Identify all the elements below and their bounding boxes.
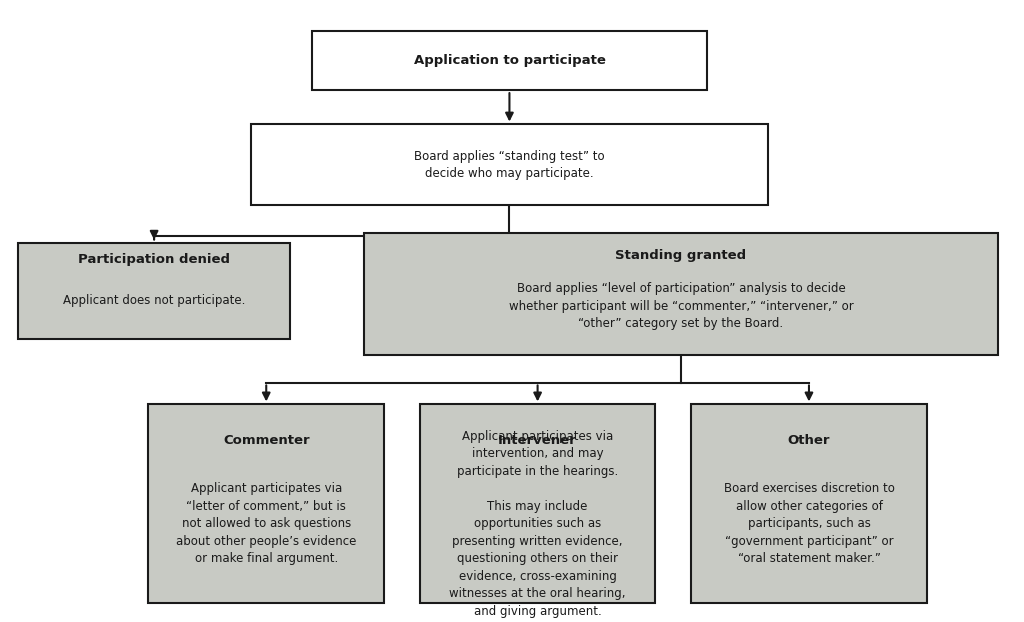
Text: Board applies “level of participation” analysis to decide
whether participant wi: Board applies “level of participation” a… [509, 282, 853, 330]
Text: Application to participate: Application to participate [414, 54, 605, 67]
FancyBboxPatch shape [691, 404, 927, 603]
Text: Intervener: Intervener [499, 434, 577, 447]
Text: Other: Other [787, 434, 830, 447]
Text: Commenter: Commenter [223, 434, 309, 447]
FancyBboxPatch shape [251, 124, 768, 205]
FancyBboxPatch shape [420, 404, 655, 603]
FancyBboxPatch shape [148, 404, 384, 603]
Text: Standing granted: Standing granted [615, 249, 746, 262]
Text: Applicant participates via
“letter of comment,” but is
not allowed to ask questi: Applicant participates via “letter of co… [176, 482, 356, 565]
FancyBboxPatch shape [18, 243, 290, 339]
Text: Board exercises discretion to
allow other categories of
participants, such as
“g: Board exercises discretion to allow othe… [724, 482, 894, 565]
Text: Participation denied: Participation denied [78, 253, 230, 266]
Text: Applicant does not participate.: Applicant does not participate. [62, 294, 246, 307]
Text: Board applies “standing test” to
decide who may participate.: Board applies “standing test” to decide … [414, 149, 605, 180]
FancyBboxPatch shape [312, 31, 707, 90]
Text: Applicant participates via
intervention, and may
participate in the hearings.

T: Applicant participates via intervention,… [450, 430, 626, 618]
FancyBboxPatch shape [364, 233, 998, 355]
